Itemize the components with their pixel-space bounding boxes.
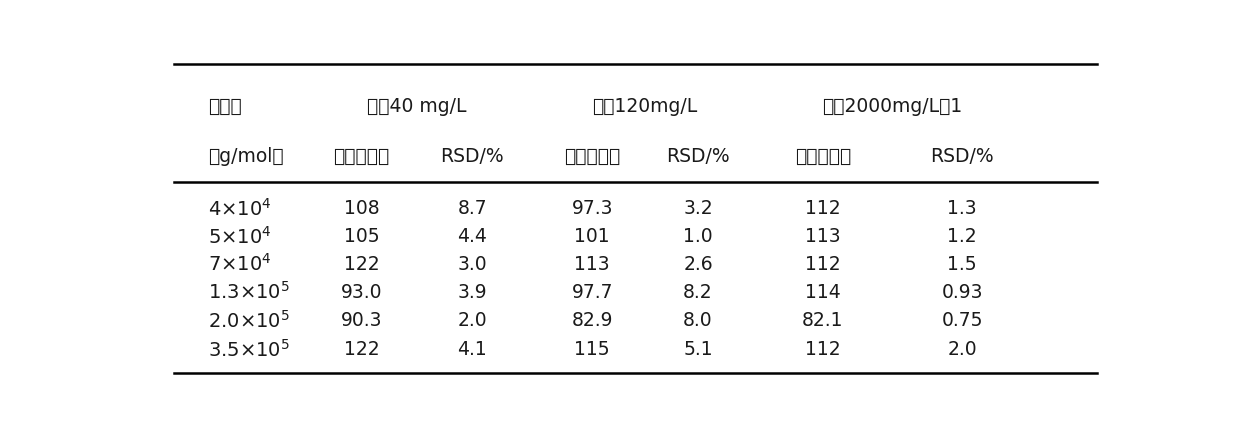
Text: 加标40 mg/L: 加标40 mg/L <box>367 98 466 116</box>
Text: 3.9: 3.9 <box>458 283 487 302</box>
Text: 1.3: 1.3 <box>947 199 977 218</box>
Text: 112: 112 <box>805 199 841 218</box>
Text: 8.7: 8.7 <box>458 199 487 218</box>
Text: 1.0: 1.0 <box>683 227 713 246</box>
Text: 113: 113 <box>574 255 610 274</box>
Text: 115: 115 <box>574 340 610 359</box>
Text: 114: 114 <box>805 283 841 302</box>
Text: 平均回收率: 平均回收率 <box>334 147 389 166</box>
Text: 82.9: 82.9 <box>572 311 613 330</box>
Text: $1.3{\times}10^{5}$: $1.3{\times}10^{5}$ <box>208 281 290 303</box>
Text: 122: 122 <box>343 255 379 274</box>
Text: （g/mol）: （g/mol） <box>208 147 284 166</box>
Text: 0.75: 0.75 <box>941 311 983 330</box>
Text: 105: 105 <box>343 227 379 246</box>
Text: 3.2: 3.2 <box>683 199 713 218</box>
Text: $3.5{\times}10^{5}$: $3.5{\times}10^{5}$ <box>208 339 290 360</box>
Text: 5.1: 5.1 <box>683 340 713 359</box>
Text: 4.4: 4.4 <box>458 227 487 246</box>
Text: 90.3: 90.3 <box>341 311 382 330</box>
Text: 113: 113 <box>805 227 841 246</box>
Text: 1.2: 1.2 <box>947 227 977 246</box>
Text: 8.2: 8.2 <box>683 283 713 302</box>
Text: 112: 112 <box>805 255 841 274</box>
Text: RSD/%: RSD/% <box>440 147 503 166</box>
Text: 分子量: 分子量 <box>208 98 242 116</box>
Text: RSD/%: RSD/% <box>930 147 994 166</box>
Text: RSD/%: RSD/% <box>666 147 730 166</box>
Text: 2.0: 2.0 <box>947 340 977 359</box>
Text: 82.1: 82.1 <box>802 311 843 330</box>
Text: 97.7: 97.7 <box>572 283 613 302</box>
Text: 8.0: 8.0 <box>683 311 713 330</box>
Text: 2.0: 2.0 <box>458 311 487 330</box>
Text: 122: 122 <box>343 340 379 359</box>
Text: 加标2000mg/L－1: 加标2000mg/L－1 <box>822 98 962 116</box>
Text: 0.93: 0.93 <box>941 283 983 302</box>
Text: $2.0{\times}10^{5}$: $2.0{\times}10^{5}$ <box>208 310 290 332</box>
Text: 平均回收率: 平均回收率 <box>795 147 851 166</box>
Text: 4.1: 4.1 <box>458 340 487 359</box>
Text: 2.6: 2.6 <box>683 255 713 274</box>
Text: $7{\times}10^{4}$: $7{\times}10^{4}$ <box>208 253 272 275</box>
Text: $5{\times}10^{4}$: $5{\times}10^{4}$ <box>208 225 272 248</box>
Text: 93.0: 93.0 <box>341 283 382 302</box>
Text: 97.3: 97.3 <box>572 199 613 218</box>
Text: 3.0: 3.0 <box>458 255 487 274</box>
Text: 平均回收率: 平均回收率 <box>564 147 620 166</box>
Text: 112: 112 <box>805 340 841 359</box>
Text: $4{\times}10^{4}$: $4{\times}10^{4}$ <box>208 198 272 219</box>
Text: 101: 101 <box>574 227 610 246</box>
Text: 108: 108 <box>343 199 379 218</box>
Text: 加标120mg/L: 加标120mg/L <box>593 98 698 116</box>
Text: 1.5: 1.5 <box>947 255 977 274</box>
